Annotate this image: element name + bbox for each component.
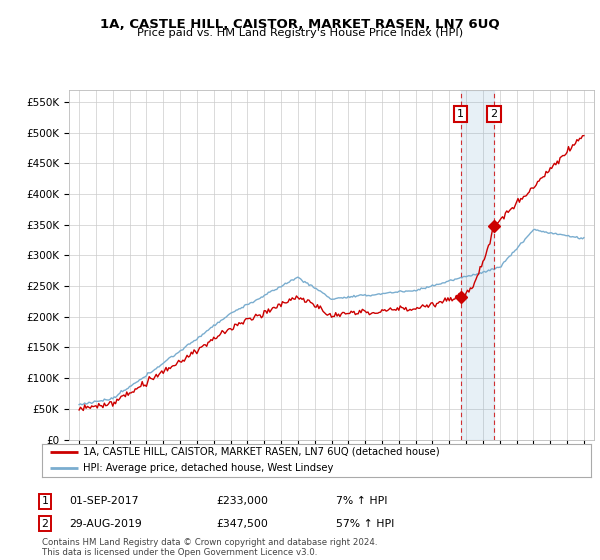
Text: 1A, CASTLE HILL, CAISTOR, MARKET RASEN, LN7 6UQ (detached house): 1A, CASTLE HILL, CAISTOR, MARKET RASEN, …	[83, 446, 440, 456]
Text: 1A, CASTLE HILL, CAISTOR, MARKET RASEN, LN7 6UQ: 1A, CASTLE HILL, CAISTOR, MARKET RASEN, …	[100, 18, 500, 31]
Text: 57% ↑ HPI: 57% ↑ HPI	[336, 519, 394, 529]
Text: Price paid vs. HM Land Registry's House Price Index (HPI): Price paid vs. HM Land Registry's House …	[137, 28, 463, 38]
Text: £347,500: £347,500	[216, 519, 268, 529]
Text: £233,000: £233,000	[216, 496, 268, 506]
Bar	[461, 90, 494, 440]
Text: 2: 2	[41, 519, 49, 529]
Text: 29-AUG-2019: 29-AUG-2019	[69, 519, 142, 529]
Text: 01-SEP-2017: 01-SEP-2017	[69, 496, 139, 506]
Text: 2: 2	[490, 109, 497, 119]
Text: HPI: Average price, detached house, West Lindsey: HPI: Average price, detached house, West…	[83, 463, 334, 473]
Text: Contains HM Land Registry data © Crown copyright and database right 2024.
This d: Contains HM Land Registry data © Crown c…	[42, 538, 377, 557]
Text: 7% ↑ HPI: 7% ↑ HPI	[336, 496, 388, 506]
Text: 1: 1	[41, 496, 49, 506]
Text: 1: 1	[457, 109, 464, 119]
